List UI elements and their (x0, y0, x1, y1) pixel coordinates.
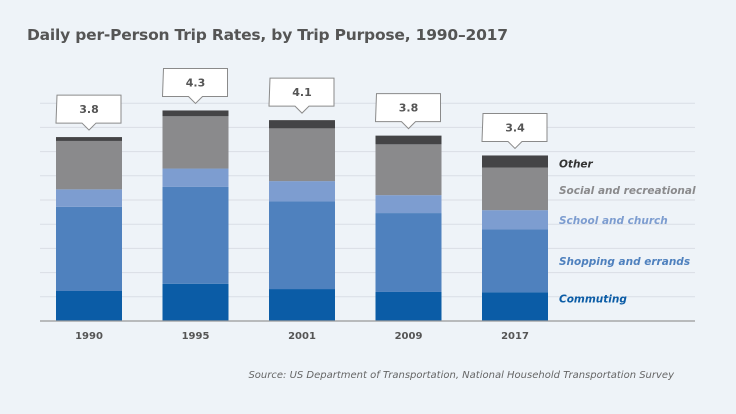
total-callout (55, 94, 122, 131)
x-tick-label: 1990 (75, 331, 103, 342)
bar-segment-shopping-and-errands (375, 213, 442, 292)
bar-segment-shopping-and-errands (162, 186, 229, 284)
bar-segment-school-and-church (482, 210, 548, 230)
bar-segment-other (56, 137, 122, 141)
bar-segment-social-and-recreational (269, 128, 335, 182)
total-callout (268, 77, 335, 114)
bar-segment-other (269, 120, 335, 129)
total-label: 3.8 (399, 102, 419, 115)
x-tick-label: 1995 (182, 331, 210, 342)
x-tick-label: 2017 (501, 331, 529, 342)
x-tick-label: 2001 (288, 331, 316, 342)
bar-segment-school-and-church (375, 195, 442, 214)
bar-segment-school-and-church (162, 168, 229, 187)
bar-segment-other (482, 155, 548, 168)
source-note: Source: US Department of Transportation,… (248, 370, 674, 381)
bar-segment-commuting (162, 283, 229, 321)
x-tick-label: 2009 (395, 331, 423, 342)
legend-label-social-and-recreational: Social and recreational (559, 185, 696, 197)
chart-title: Daily per-Person Trip Rates, by Trip Pur… (27, 26, 508, 44)
total-callout (161, 67, 228, 105)
bar-segment-commuting (56, 290, 122, 321)
total-label: 3.8 (79, 103, 99, 116)
bar-segment-social-and-recreational (482, 167, 548, 211)
total-callout (374, 93, 441, 130)
total-label: 3.4 (505, 121, 525, 134)
bar-segment-other (375, 135, 442, 145)
legend-label-other: Other (559, 159, 594, 171)
bar-segment-commuting (269, 289, 335, 321)
legend-label-shopping-and-errands: Shopping and errands (559, 256, 690, 268)
total-label: 4.3 (186, 76, 206, 89)
bar-segment-social-and-recreational (375, 144, 442, 196)
total-label: 4.1 (292, 86, 312, 99)
bar-segment-other (162, 110, 229, 117)
bar-segment-shopping-and-errands (482, 229, 548, 293)
bar-segment-shopping-and-errands (56, 206, 122, 291)
bar-segment-shopping-and-errands (269, 201, 335, 290)
total-callout (481, 112, 548, 150)
bar-segment-school-and-church (56, 189, 122, 207)
bar-segment-commuting (375, 291, 442, 321)
bar-segment-social-and-recreational (162, 116, 229, 169)
bar-segment-school-and-church (269, 181, 335, 202)
bar-segment-social-and-recreational (56, 140, 122, 190)
legend-label-commuting: Commuting (559, 294, 627, 306)
bar-segment-commuting (482, 292, 548, 321)
legend-label-school-and-church: School and church (559, 215, 668, 227)
